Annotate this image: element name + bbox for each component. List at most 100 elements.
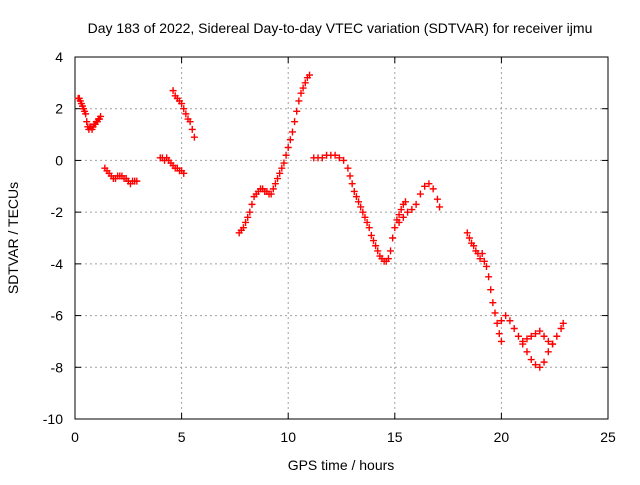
data-point [374, 247, 382, 255]
data-point [399, 213, 407, 221]
data-points [74, 71, 567, 371]
data-point [416, 190, 424, 198]
data-point [291, 118, 299, 126]
data-point [361, 213, 369, 221]
data-point [190, 133, 198, 141]
grid [75, 57, 608, 419]
data-point [421, 182, 429, 190]
y-tick-label: -8 [51, 359, 64, 375]
data-point [493, 319, 501, 327]
data-point [178, 100, 186, 108]
data-point [276, 169, 284, 177]
data-point [482, 262, 490, 270]
data-point [433, 195, 441, 203]
data-point [436, 203, 444, 211]
y-tick-label: -10 [43, 411, 63, 427]
data-point [470, 242, 478, 250]
data-point [278, 164, 286, 172]
data-point [429, 185, 437, 193]
data-point [267, 190, 275, 198]
data-point [536, 363, 544, 371]
data-point [523, 348, 531, 356]
data-point [408, 206, 416, 214]
chart-title: Day 183 of 2022, Sidereal Day-to-day VTE… [88, 20, 593, 36]
data-point [340, 156, 348, 164]
data-point [271, 180, 279, 188]
data-point [463, 229, 471, 237]
data-point [284, 144, 292, 151]
data-point [82, 110, 90, 118]
data-point [97, 112, 105, 120]
data-point [357, 203, 365, 211]
data-point [248, 200, 256, 208]
data-point [401, 198, 409, 206]
data-point [295, 97, 303, 105]
data-point [83, 118, 91, 126]
data-point [540, 358, 548, 366]
data-point [527, 332, 535, 340]
data-point [359, 208, 367, 216]
data-point [352, 193, 360, 201]
data-point [476, 255, 484, 263]
data-point [297, 89, 305, 97]
data-point [412, 200, 420, 208]
data-point [344, 164, 352, 172]
y-tick-label: -2 [51, 204, 64, 220]
x-tick-label: 15 [387, 429, 403, 445]
data-point [397, 206, 405, 214]
data-point [133, 177, 141, 185]
data-point [182, 110, 190, 118]
data-point [244, 213, 252, 221]
x-tick-label: 5 [178, 429, 186, 445]
data-point [282, 151, 290, 159]
data-point [404, 208, 412, 216]
data-point [301, 79, 309, 87]
data-point [544, 348, 552, 356]
data-point [425, 180, 433, 188]
data-point [502, 312, 510, 320]
y-tick-label: -6 [51, 308, 64, 324]
data-point [335, 154, 343, 162]
data-point [246, 208, 254, 216]
data-point [523, 335, 531, 343]
data-point [363, 218, 371, 226]
data-point [293, 107, 301, 115]
data-point [286, 136, 294, 144]
data-point [495, 330, 503, 338]
data-point [491, 309, 499, 317]
plot-frame [74, 56, 609, 420]
data-point [318, 154, 326, 162]
data-point [506, 317, 514, 325]
data-point [478, 250, 486, 258]
data-point [169, 87, 177, 95]
data-point [553, 332, 561, 340]
data-point [559, 319, 567, 327]
data-point [395, 211, 403, 219]
y-tick-label: 2 [55, 101, 63, 117]
data-point [387, 247, 395, 255]
data-point [348, 180, 356, 188]
y-axis-label: SDTVAR / TECUs [5, 182, 21, 294]
data-point [391, 224, 399, 232]
data-point [465, 234, 473, 242]
data-point [306, 71, 314, 79]
axis-ticks: 0 5 10 15 20 25 -10 -8 -6 -4 -2 0 2 4 [43, 49, 616, 445]
data-point [540, 332, 548, 340]
data-point [188, 125, 196, 133]
data-point [536, 327, 544, 335]
data-point [372, 242, 380, 250]
data-point [350, 187, 358, 195]
data-point [239, 224, 247, 232]
data-point [180, 169, 188, 177]
data-point [331, 151, 339, 159]
data-point [480, 257, 488, 265]
x-tick-label: 0 [71, 429, 79, 445]
data-point [549, 340, 557, 348]
x-axis-label: GPS time / hours [288, 457, 395, 473]
data-point [369, 237, 377, 245]
data-point [532, 330, 540, 338]
data-point [489, 299, 497, 307]
data-point [355, 198, 363, 206]
